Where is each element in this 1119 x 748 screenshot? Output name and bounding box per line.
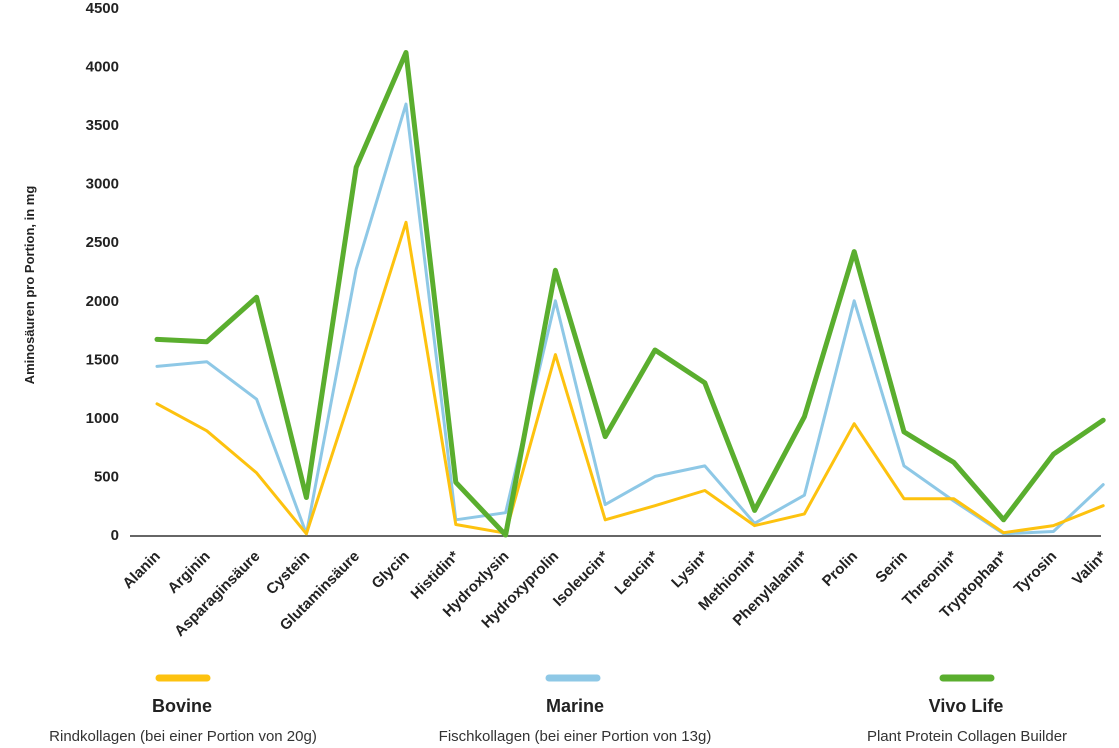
y-tick-label: 4500 [86,0,119,17]
y-tick-label: 4000 [86,59,119,76]
series-line-bovine [155,220,1105,536]
y-tick-label: 2500 [86,234,119,251]
x-tick-label: Valin* [1069,548,1110,589]
legend-series-name: Bovine [152,696,212,716]
x-tick-label: Lysin* [668,548,712,592]
x-tick-label: Leucin* [611,548,661,598]
legend-series-name: Vivo Life [929,696,1004,716]
y-tick-label: 1500 [86,351,119,368]
y-tick-label: 2000 [86,293,119,310]
x-tick-label: Glycin [368,548,412,592]
y-axis-title: Aminosäuren pro Portion, in mg [22,186,37,385]
y-axis-ticks: 0 500 1000 1500 2000 2500 3000 3500 4000 4500 [86,0,119,544]
legend-series-name: Marine [546,696,604,716]
legend: Bovine Rindkollagen (bei einer Portion vo… [49,674,1067,745]
series-line-marine [155,102,1105,536]
y-tick-label: 0 [111,527,119,544]
x-tick-label: Asparaginsäure [171,548,263,640]
legend-series-description: Plant Protein Collagen Builder [867,728,1067,745]
x-tick-label: Serin [872,548,911,587]
x-tick-label: Arginin [164,548,213,597]
x-tick-label: Prolin [819,548,861,590]
x-tick-label: Cystein [263,548,313,598]
y-tick-label: 3000 [86,176,119,193]
y-tick-label: 3500 [86,117,119,134]
series-line-vivo-life [154,50,1106,538]
y-tick-label: 1000 [86,410,119,427]
x-tick-label: Alanin [119,548,163,592]
legend-series-description: Fischkollagen (bei einer Portion von 13g… [439,728,712,745]
series-lines [154,50,1106,538]
x-tick-label: Tyrosin [1011,548,1061,598]
y-tick-label: 500 [94,468,119,485]
legend-series-description: Rindkollagen (bei einer Portion von 20g) [49,728,317,745]
